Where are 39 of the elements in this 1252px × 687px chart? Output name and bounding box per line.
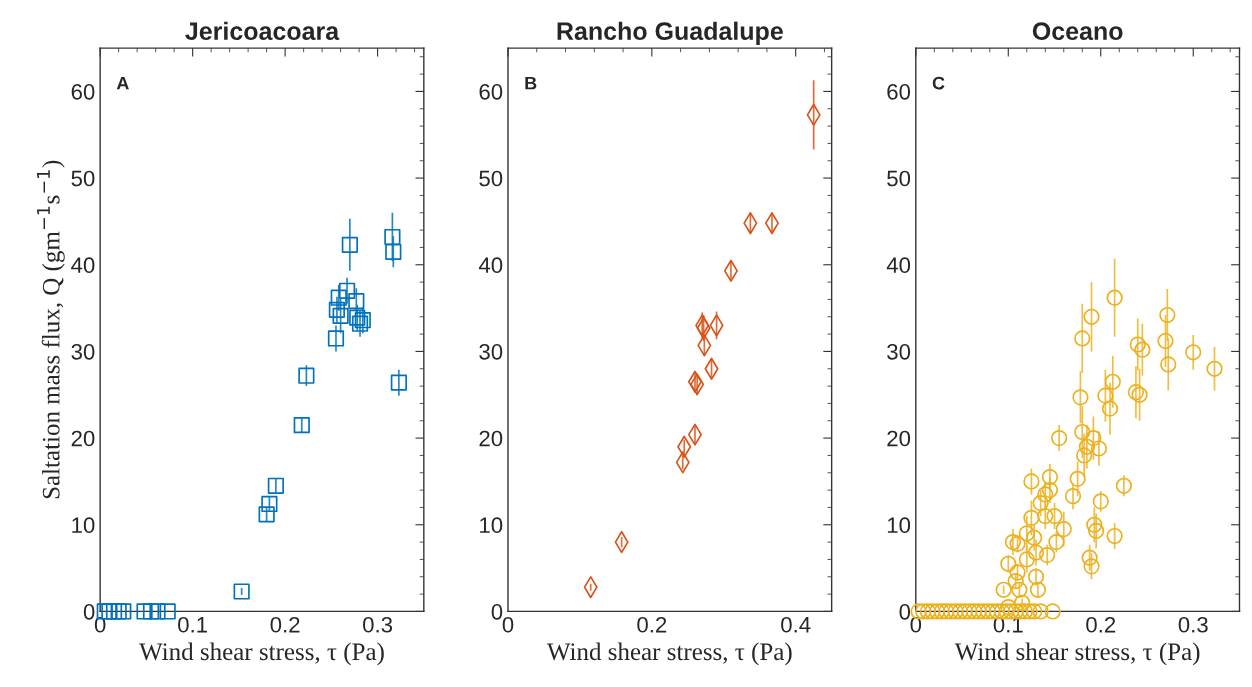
y-tick-label: 30 (479, 343, 503, 360)
x-tick-label: 0.3 (363, 616, 393, 633)
y-tick-label: 50 (887, 170, 911, 187)
annotation: C (932, 76, 945, 90)
y-tick-label: 30 (71, 343, 95, 360)
y-tick-label: 60 (887, 83, 911, 100)
y-tick-label: 40 (71, 257, 95, 274)
annotation: B (525, 76, 537, 90)
chart-title: Rancho Guadalupe (557, 21, 783, 45)
x-tick-label: 0.4 (781, 616, 811, 633)
x-axis-title: Wind shear stress, τ (Pa) (139, 642, 384, 666)
chart-title: Oceano (1032, 22, 1123, 40)
y-tick-label: 0 (899, 603, 911, 620)
x-tick-label: 0.3 (1178, 616, 1208, 633)
y-tick-label: 40 (886, 257, 911, 274)
y-tick-label: 20 (479, 430, 503, 447)
y-tick-label: 20 (71, 430, 95, 447)
x-tick-label: 0.2 (1086, 616, 1116, 633)
y-tick-label: 30 (887, 343, 911, 360)
x-tick-label: 0.2 (637, 616, 667, 633)
y-tick-label: 50 (71, 170, 95, 187)
y-tick-label: 20 (887, 430, 911, 447)
y-axis-title: Saltation mass flux, Q (gm$^{−1}$s$^{−1}$) (37, 160, 65, 499)
x-axis-title: Wind shear stress, τ (Pa) (954, 642, 1200, 666)
x-tick-label: 0.2 (270, 616, 300, 633)
y-tick-label: 10 (72, 517, 95, 534)
y-tick-label: 60 (71, 83, 95, 100)
y-tick-label: 10 (480, 517, 503, 534)
x-axis-title: Wind shear stress, τ (Pa) (546, 642, 792, 666)
y-tick-label: 10 (887, 517, 911, 534)
annotation: A (116, 76, 129, 90)
y-tick-label: 50 (479, 170, 503, 187)
x-tick-label: 0.1 (178, 616, 207, 633)
y-tick-label: 0 (83, 603, 95, 620)
y-tick-label: 0 (491, 603, 503, 620)
x-tick-label: 0 (502, 616, 514, 633)
chart-title: Jericoacoara (185, 21, 340, 40)
y-tick-label: 40 (478, 257, 503, 274)
y-tick-label: 60 (479, 83, 503, 100)
